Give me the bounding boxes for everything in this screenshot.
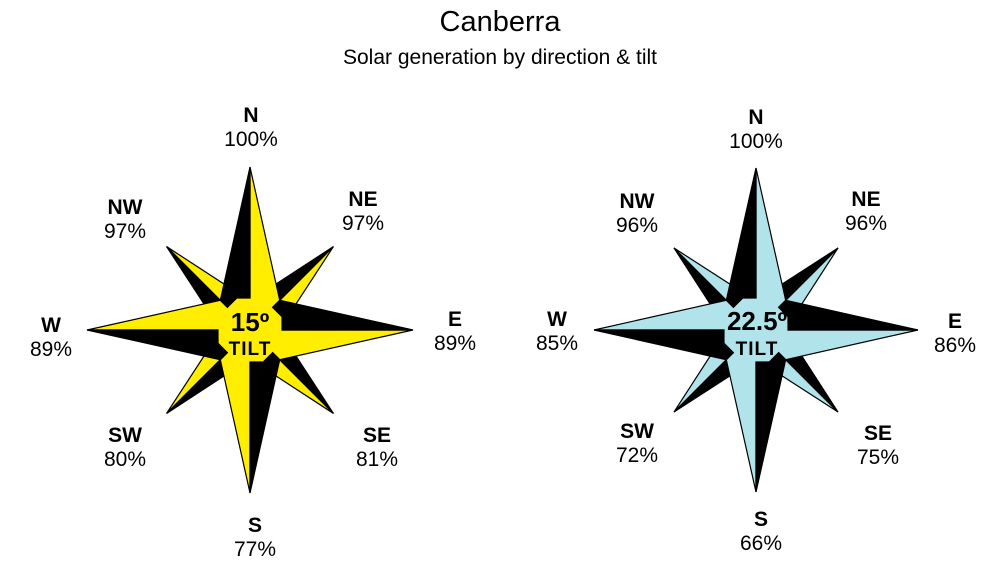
- page-subtitle: Solar generation by direction & tilt: [342, 46, 657, 69]
- label-nw: NW 97%: [103, 196, 147, 244]
- star-center-hub: [724, 298, 788, 362]
- compass-star-icon: [86, 166, 414, 494]
- label-nw: NW 96%: [615, 190, 659, 238]
- label-w: W 85%: [535, 308, 579, 356]
- label-sw: SW 72%: [615, 420, 659, 468]
- tilt-label: TILT: [228, 339, 272, 360]
- label-s: S 77%: [233, 514, 277, 562]
- compass-rose-22-5-tilt: N 100% NE 96% E 86% SE 75% S 66% SW 72% W 85% N…: [505, 0, 1000, 584]
- label-e: E 86%: [933, 310, 977, 358]
- label-s: S 66%: [739, 508, 783, 556]
- label-n: N 100%: [224, 104, 278, 152]
- tilt-value: 15º: [230, 307, 270, 337]
- star-center-hub: [218, 298, 282, 362]
- label-e: E 89%: [433, 308, 477, 356]
- label-ne: NE 97%: [341, 188, 385, 236]
- compass-star-icon: [593, 167, 919, 493]
- tilt-label: TILT: [735, 339, 779, 360]
- tilt-value: 22.5º: [726, 306, 788, 336]
- compass-rose-15-tilt: N 100% NE 97% E 89% SE 81% S 77% SW 80% W 89% N…: [29, 104, 477, 562]
- label-w: W 89%: [29, 314, 73, 362]
- label-ne: NE 96%: [844, 188, 888, 236]
- label-n: N 100%: [729, 106, 783, 154]
- page-title: Canberra: [439, 6, 561, 38]
- label-se: SE 81%: [355, 424, 399, 472]
- label-sw: SW 80%: [103, 424, 147, 472]
- label-se: SE 75%: [856, 422, 900, 470]
